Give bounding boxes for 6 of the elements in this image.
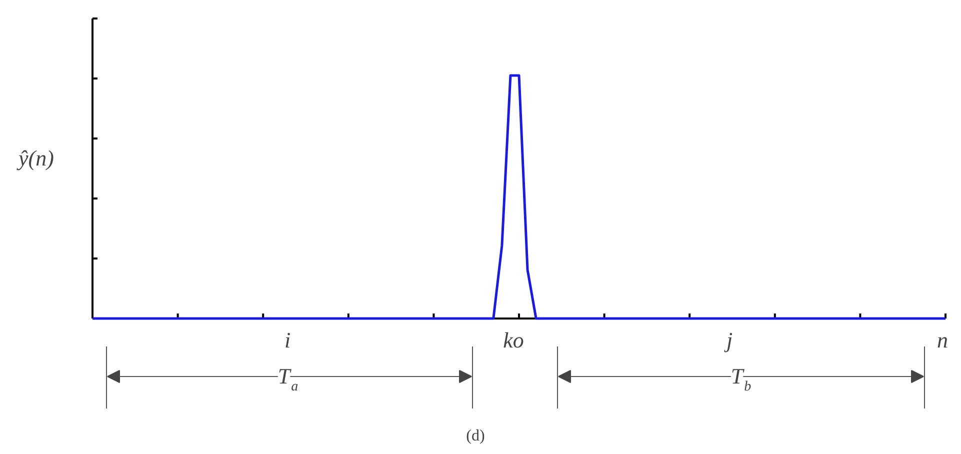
text: ko [503,328,524,352]
text: (d) [466,428,485,444]
text: n [937,328,948,352]
text: j [723,328,733,352]
text: i [284,328,291,352]
y-axis-title: ŷ(n) [16,146,54,170]
